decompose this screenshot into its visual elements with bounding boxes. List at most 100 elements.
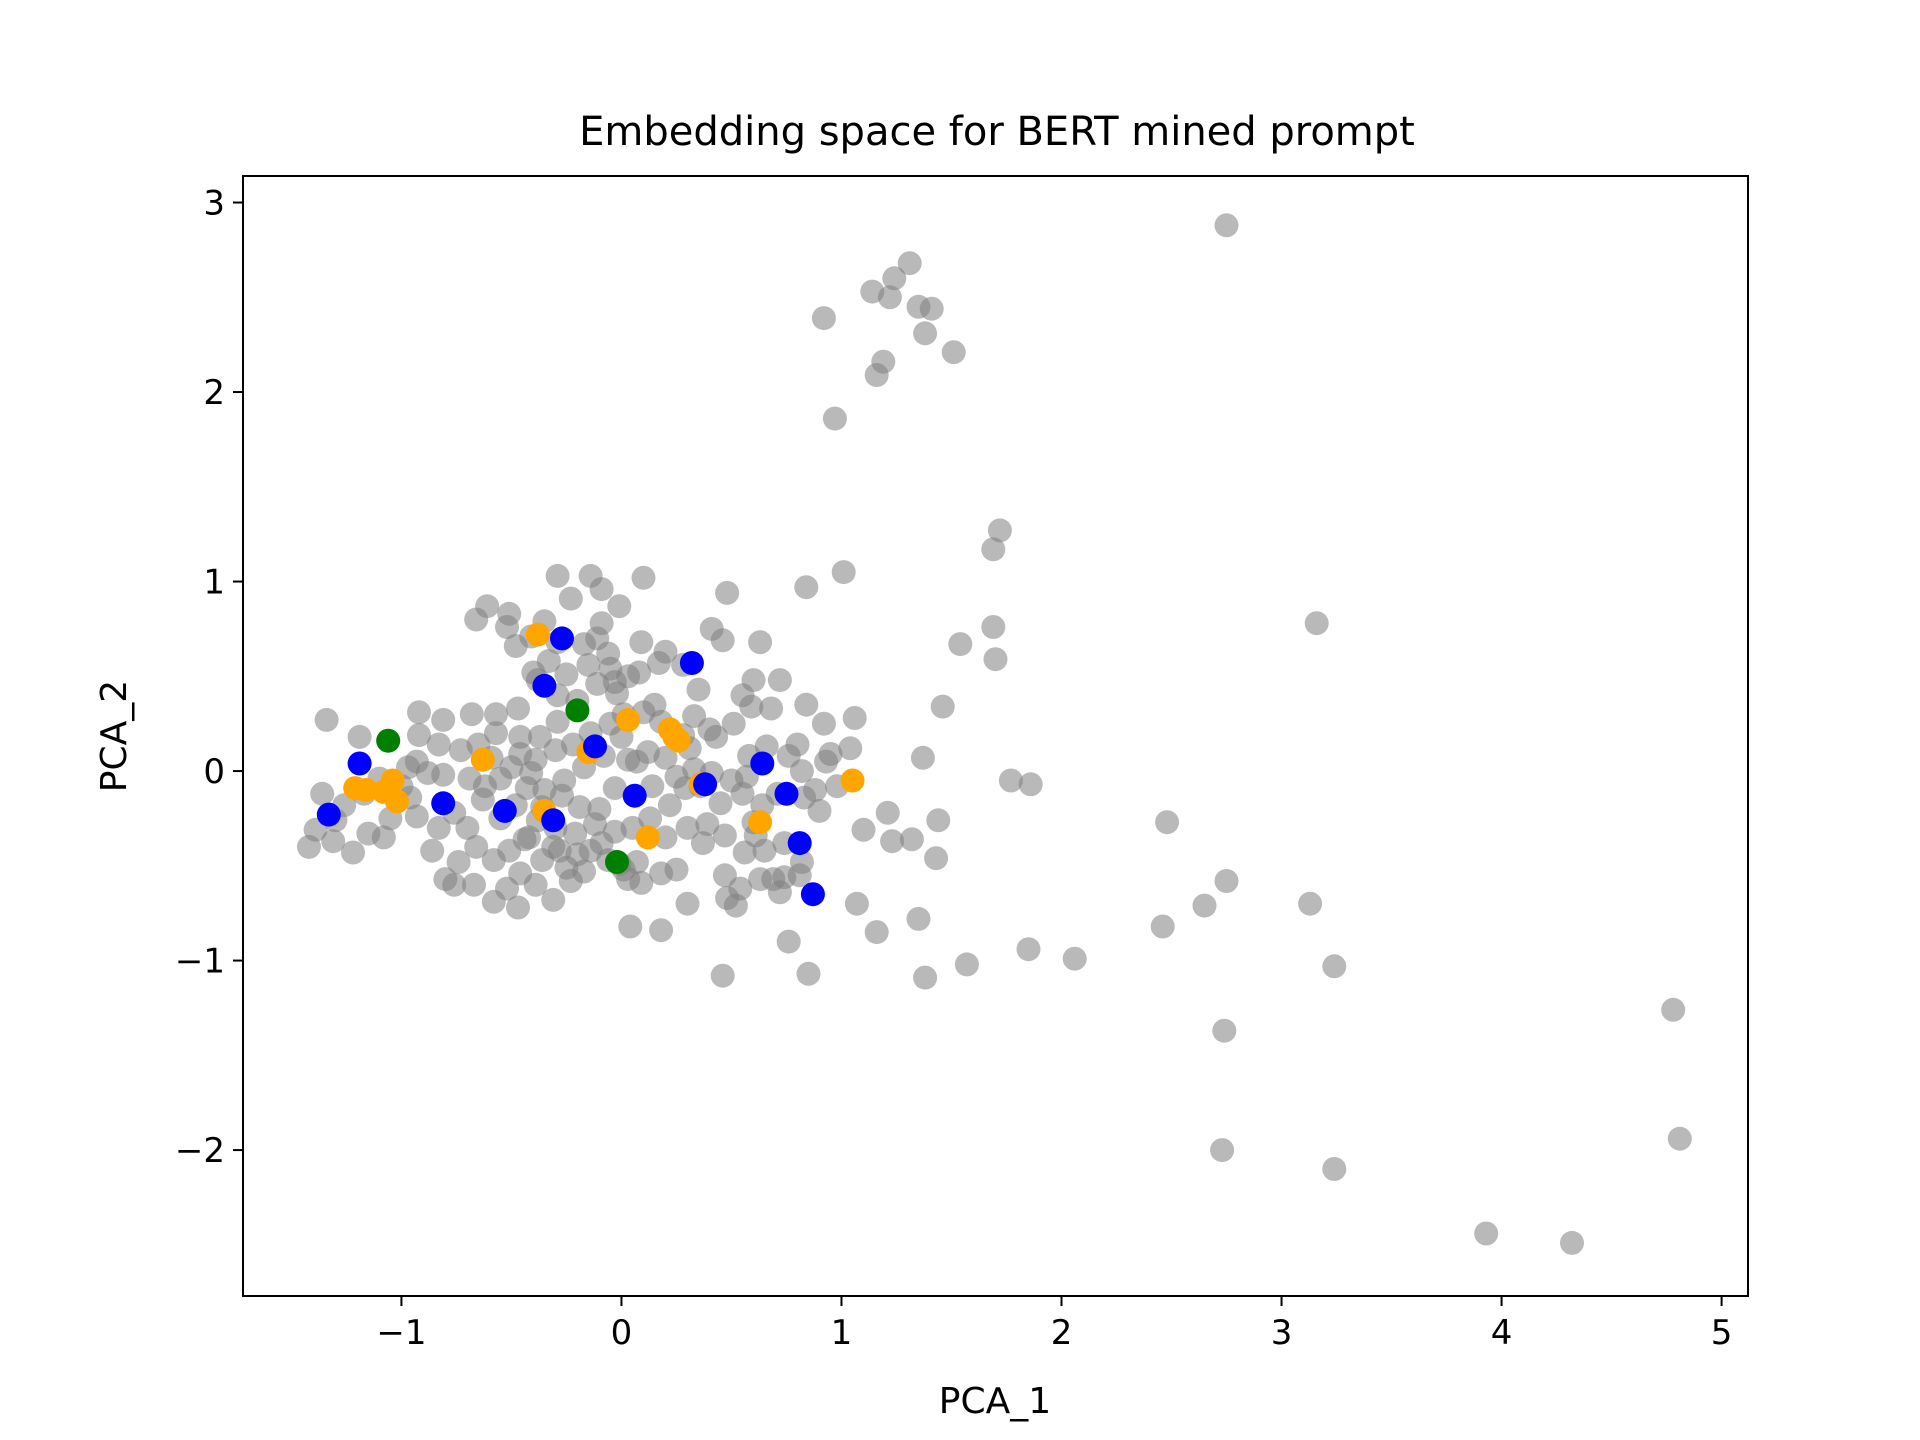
scatter-point-gray <box>512 827 537 852</box>
scatter-point-gray <box>690 831 715 856</box>
scatter-point-gray <box>981 537 1006 562</box>
scatter-point-orange <box>635 825 660 850</box>
scatter-point-gray <box>297 834 321 859</box>
scatter-point-orange <box>354 778 379 802</box>
scatter-point-blue <box>774 781 799 806</box>
scatter-point-gray <box>1214 869 1239 893</box>
scatter-point-blue <box>583 734 607 759</box>
y-tick-label: −1 <box>175 942 225 982</box>
scatter-point-gray <box>715 580 740 605</box>
scatter-point-gray <box>664 857 689 882</box>
scatter-point-gray <box>1322 954 1347 979</box>
scatter-point-green <box>605 850 629 874</box>
scatter-point-gray <box>789 850 814 874</box>
scatter-point-gray <box>1018 772 1043 797</box>
scatter-point-gray <box>484 721 508 746</box>
x-tick-label: 1 <box>831 1313 853 1353</box>
scatter-point-gray <box>910 745 935 770</box>
scatter-point-gray <box>497 601 522 626</box>
scatter-point-gray <box>629 870 654 895</box>
scatter-point-gray <box>822 406 847 431</box>
scatter-point-gray <box>708 791 733 816</box>
scatter-point-gray <box>576 652 601 677</box>
scatter-point-gray <box>789 759 814 784</box>
scatter-point-orange <box>380 768 405 793</box>
scatter-point-orange <box>657 717 682 742</box>
scatter-point-gray <box>954 952 979 977</box>
scatter-point-gray <box>877 285 902 310</box>
scatter-point-gray <box>803 778 828 802</box>
scatter-point-gray <box>341 840 365 865</box>
scatter-point-gray <box>578 563 603 588</box>
scatter-point-gray <box>776 929 801 954</box>
scatter-point-gray <box>506 696 530 721</box>
scatter-point-gray <box>457 766 482 791</box>
scatter-point-gray <box>811 711 836 736</box>
points-layer <box>297 213 1692 1255</box>
scatter-point-blue <box>750 751 775 776</box>
scatter-point-gray <box>1560 1230 1584 1255</box>
scatter-point-gray <box>675 891 700 916</box>
scatter-point-gray <box>567 795 592 820</box>
y-tick-label: 3 <box>203 184 225 224</box>
scatter-point-gray <box>919 296 944 321</box>
x-tick-label: 5 <box>1711 1313 1733 1353</box>
scatter-point-gray <box>675 815 700 840</box>
scatter-point-gray <box>431 762 456 787</box>
scatter-point-gray <box>426 732 451 757</box>
scatter-point-green <box>376 728 401 753</box>
scatter-point-gray <box>554 662 579 687</box>
scatter-point-gray <box>347 724 372 749</box>
scatter-point-blue <box>532 673 557 698</box>
scatter-point-gray <box>721 711 746 736</box>
scatter-point-gray <box>552 768 577 793</box>
scatter-point-gray <box>1304 611 1329 636</box>
y-tick-label: 0 <box>203 752 225 792</box>
scatter-point-gray <box>627 660 652 685</box>
scatter-point-gray <box>464 834 489 859</box>
scatter-point-gray <box>1062 946 1087 971</box>
scatter-point-gray <box>913 965 938 990</box>
scatter-point-blue <box>550 626 574 651</box>
scatter-point-gray <box>455 815 480 840</box>
scatter-point-gray <box>882 266 907 291</box>
scatter-point-gray <box>838 736 863 761</box>
scatter-point-gray <box>470 787 495 812</box>
scatter-point-gray <box>926 808 951 833</box>
scatter-point-gray <box>631 565 656 590</box>
scatter-point-gray <box>710 628 735 653</box>
scatter-point-gray <box>629 630 654 655</box>
scatter-point-gray <box>442 872 467 897</box>
x-tick-label: −1 <box>376 1313 426 1353</box>
scatter-point-green <box>565 698 590 723</box>
scatter-point-gray <box>1192 893 1217 918</box>
scatter-point-gray <box>811 306 836 331</box>
scatter-point-gray <box>635 740 660 765</box>
scatter-point-gray <box>987 518 1012 543</box>
scatter-point-gray <box>585 626 610 651</box>
scatter-point-gray <box>794 575 819 600</box>
scatter-point-gray <box>508 742 533 766</box>
scatter-point-gray <box>767 880 792 905</box>
scatter-point-gray <box>545 709 570 734</box>
scatter-point-gray <box>653 825 678 850</box>
scatter-point-gray <box>371 825 396 850</box>
scatter-point-gray <box>605 681 629 706</box>
scatter-point-gray <box>508 724 533 749</box>
x-tick-label: 2 <box>1051 1313 1073 1353</box>
scatter-point-blue <box>679 651 704 675</box>
x-tick-label: 4 <box>1491 1313 1513 1353</box>
scatter-point-orange <box>748 810 773 835</box>
scatter-point-orange <box>840 768 865 793</box>
scatter-point-gray <box>930 694 955 719</box>
scatter-point-gray <box>913 321 938 346</box>
plot-frame <box>242 175 1749 1297</box>
scatter-point-gray <box>530 848 555 873</box>
scatter-point-gray <box>314 707 339 732</box>
scatter-point-gray <box>1212 1018 1237 1043</box>
scatter-point-blue <box>347 751 372 776</box>
scatter-point-gray <box>431 707 456 732</box>
scatter-point-gray <box>653 639 678 664</box>
scatter-point-gray <box>1298 891 1323 916</box>
